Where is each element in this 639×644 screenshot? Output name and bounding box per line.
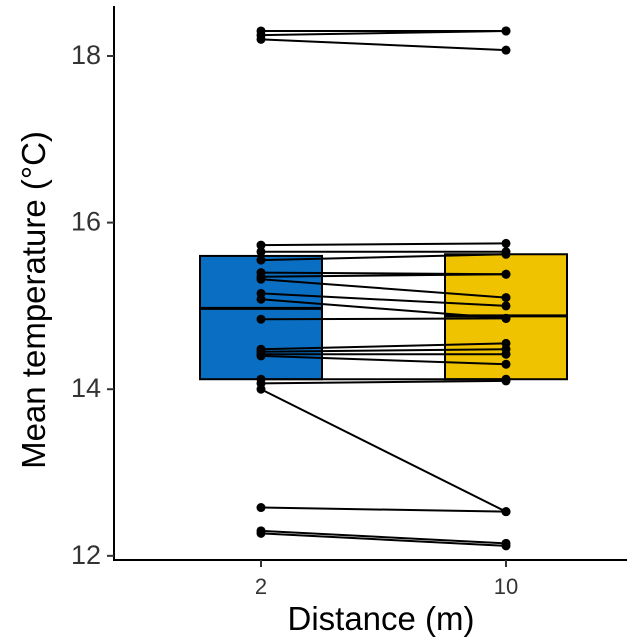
data-point	[501, 249, 511, 259]
data-point	[501, 376, 511, 386]
data-point	[501, 293, 511, 303]
data-point	[501, 238, 511, 248]
data-point	[256, 528, 266, 538]
pair-line	[260, 29, 507, 37]
data-point	[256, 314, 266, 324]
data-point	[501, 45, 511, 55]
paired-lines-layer	[256, 26, 511, 551]
data-point	[501, 541, 511, 551]
axes-layer	[113, 6, 627, 561]
pair-line	[260, 342, 507, 351]
pair-line	[260, 253, 507, 262]
data-point	[256, 240, 266, 250]
pair-line	[260, 506, 507, 513]
data-point	[501, 26, 511, 36]
y-tick-label: 14	[71, 373, 101, 403]
data-point	[501, 269, 511, 279]
data-point	[256, 247, 266, 257]
data-point	[256, 351, 266, 361]
pair-line	[260, 292, 507, 307]
y-tick-label: 12	[71, 540, 101, 570]
x-tick-label: 10	[494, 574, 518, 599]
data-point	[256, 34, 266, 44]
x-tick-label: 2	[255, 574, 267, 599]
pair-line	[260, 379, 507, 385]
y-tick-label: 18	[71, 40, 101, 70]
y-axis-title: Mean temperature (°C)	[15, 131, 52, 469]
y-ticks: 12 14 16 18	[71, 40, 114, 570]
data-point	[256, 255, 266, 265]
data-point	[256, 503, 266, 513]
pair-line	[260, 354, 507, 366]
pair-line	[260, 317, 507, 321]
data-point	[256, 384, 266, 394]
pair-line	[260, 38, 507, 52]
data-point	[501, 359, 511, 369]
data-point	[256, 294, 266, 304]
y-tick-label: 16	[71, 207, 101, 237]
pair-line	[260, 242, 507, 247]
pair-line	[260, 532, 507, 547]
data-point	[501, 301, 511, 311]
x-axis-title: Distance (m)	[287, 600, 474, 637]
pair-line	[260, 278, 507, 299]
pair-line	[260, 298, 507, 320]
data-point	[501, 507, 511, 517]
pair-line	[260, 388, 507, 513]
pair-line	[260, 348, 507, 353]
data-point	[256, 274, 266, 284]
data-point	[501, 349, 511, 359]
pair-line	[260, 529, 507, 545]
pair-line	[260, 273, 507, 278]
data-point	[501, 313, 511, 323]
x-ticks: 2 10	[255, 560, 518, 599]
